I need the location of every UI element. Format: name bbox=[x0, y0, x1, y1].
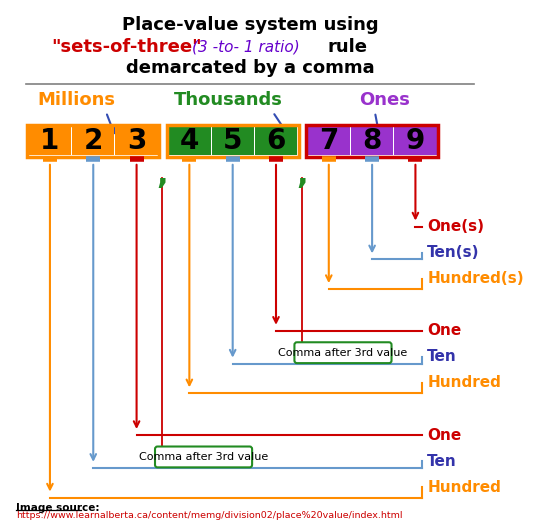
Text: Ten: Ten bbox=[427, 454, 457, 468]
Text: Hundred: Hundred bbox=[427, 479, 501, 495]
Text: 4: 4 bbox=[180, 127, 199, 155]
Text: ,: , bbox=[157, 161, 168, 190]
Text: rule: rule bbox=[328, 38, 367, 56]
Text: Comma after 3rd value: Comma after 3rd value bbox=[139, 452, 268, 462]
Bar bbox=[72, 126, 114, 155]
Text: Ten: Ten bbox=[427, 350, 457, 364]
Text: 8: 8 bbox=[362, 127, 382, 155]
Bar bbox=[306, 125, 438, 157]
Bar bbox=[115, 126, 158, 155]
Bar bbox=[168, 126, 211, 155]
FancyBboxPatch shape bbox=[294, 342, 391, 363]
Text: Comma after 3rd value: Comma after 3rd value bbox=[278, 348, 408, 358]
Text: Hundred: Hundred bbox=[427, 375, 501, 390]
Bar bbox=[212, 126, 254, 155]
Text: 3: 3 bbox=[127, 127, 146, 155]
Text: 6: 6 bbox=[266, 127, 286, 155]
FancyBboxPatch shape bbox=[155, 446, 252, 467]
Bar bbox=[351, 126, 393, 155]
Text: https://www.learnalberta.ca/content/memg/division02/place%20value/index.html: https://www.learnalberta.ca/content/memg… bbox=[16, 511, 403, 520]
Text: 9: 9 bbox=[406, 127, 425, 155]
Bar bbox=[308, 126, 350, 155]
Text: Place-value system using: Place-value system using bbox=[122, 16, 379, 34]
Text: 1: 1 bbox=[40, 127, 60, 155]
Bar bbox=[394, 126, 437, 155]
Text: 7: 7 bbox=[319, 127, 338, 155]
Text: Ten(s): Ten(s) bbox=[427, 245, 480, 260]
Text: demarcated by a comma: demarcated by a comma bbox=[126, 59, 375, 77]
Text: Image source:: Image source: bbox=[16, 503, 100, 513]
Text: 2: 2 bbox=[84, 127, 103, 155]
Text: One: One bbox=[427, 323, 461, 339]
Text: "sets-of-three": "sets-of-three" bbox=[51, 38, 202, 56]
Bar bbox=[27, 125, 159, 157]
Text: Thousands: Thousands bbox=[173, 91, 282, 110]
Text: Ones: Ones bbox=[359, 91, 410, 110]
Text: Hundred(s): Hundred(s) bbox=[427, 271, 524, 286]
Bar bbox=[255, 126, 297, 155]
Text: One(s): One(s) bbox=[427, 219, 484, 234]
Text: 5: 5 bbox=[223, 127, 242, 155]
Bar bbox=[29, 126, 71, 155]
Text: One: One bbox=[427, 428, 461, 443]
Text: (3 -to- 1 ratio): (3 -to- 1 ratio) bbox=[192, 40, 299, 54]
Text: Millions: Millions bbox=[37, 91, 115, 110]
Bar bbox=[166, 125, 299, 157]
Text: ,: , bbox=[296, 161, 308, 190]
